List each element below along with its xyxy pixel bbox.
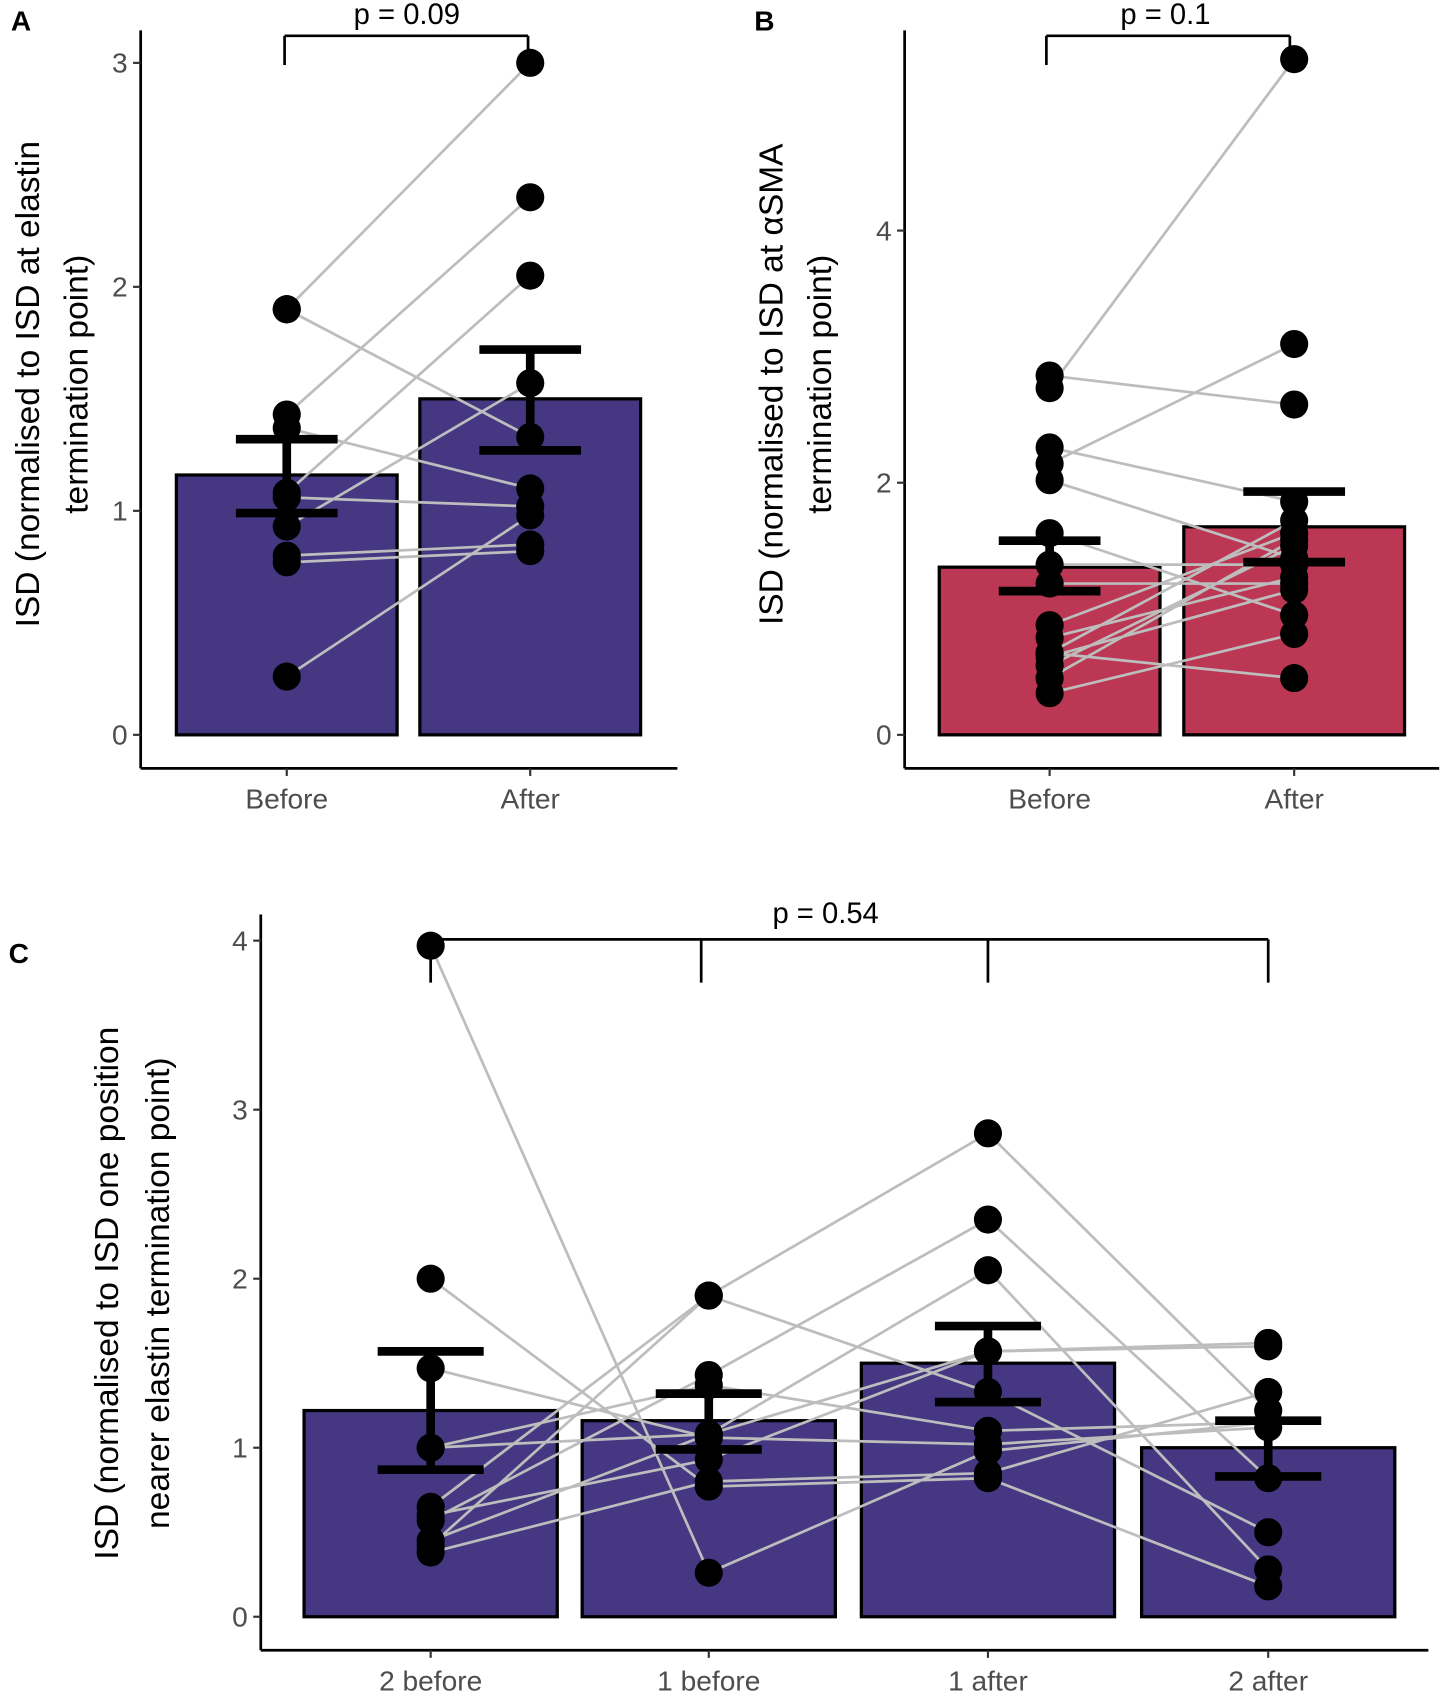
data-point: [516, 48, 545, 77]
subject-line-1: [285, 61, 532, 311]
y-tick-label: 3: [112, 48, 128, 79]
data-point: [973, 1205, 1003, 1234]
data-point: [1254, 1555, 1283, 1584]
data-point: [272, 295, 301, 324]
subject-line-5: [430, 1268, 1270, 1571]
data-point: [1280, 390, 1309, 419]
y-tick-label: 1: [232, 1432, 248, 1463]
subject-line-3: [1049, 342, 1295, 466]
p-value-label: p = 0.09: [354, 0, 460, 31]
panel-letter: B: [754, 5, 774, 36]
subject-line-10: [286, 514, 531, 678]
data-point: [1035, 466, 1064, 495]
data-point: [272, 548, 301, 577]
data-point: [416, 1264, 445, 1293]
x-tick-label: 1 before: [657, 1665, 760, 1696]
x-tick-label: After: [501, 783, 560, 814]
x-tick-label: Before: [1008, 783, 1091, 814]
subject-line-13: [1049, 651, 1295, 680]
data-point: [1254, 1328, 1283, 1357]
panel-letter: A: [11, 5, 31, 36]
y-tick-label: 2: [876, 467, 892, 498]
y-tick-label: 2: [112, 272, 128, 303]
subject-line-3: [285, 196, 532, 416]
data-point: [973, 1256, 1003, 1285]
x-tick-label: After: [1264, 783, 1323, 814]
data-point: [516, 183, 545, 212]
subject-line-2: [286, 308, 531, 439]
panel-b: B 0 2 4 Before After ISD (normalised to ISD at…: [753, 0, 1440, 814]
y-axis-label: termination point): [802, 255, 839, 514]
y-tick-label: 0: [112, 720, 128, 751]
subject-line-11: [1048, 519, 1295, 655]
data-point: [272, 512, 301, 541]
subject-line-2: [1049, 374, 1295, 406]
data-point: [1280, 575, 1309, 604]
panel-a: A 0 1 2 3 Before After ISD (normalised to ISD a…: [10, 0, 678, 814]
data-point: [694, 1558, 723, 1587]
y-tick-label: 0: [232, 1601, 248, 1632]
subject-line-2: [429, 1277, 1269, 1588]
data-point: [1035, 679, 1064, 708]
panel-letter: C: [9, 938, 29, 969]
subject-line-7: [286, 496, 531, 508]
x-tick-label: 1 after: [948, 1665, 1028, 1696]
subject-line-5: [286, 382, 531, 528]
subject-line-11: [430, 1341, 1269, 1542]
subject-line-9: [286, 549, 531, 564]
subject-line-8: [286, 543, 531, 557]
data-point: [1280, 45, 1309, 74]
y-axis-label: ISD (normalised to ISD at αSMA: [753, 143, 790, 625]
y-axis-label: termination point): [59, 255, 96, 514]
y-axis-label: ISD (normalised to ISD at elastin: [10, 141, 47, 627]
subject-line-10: [430, 1390, 1269, 1554]
data-point: [516, 261, 545, 290]
y-axis-label: ISD (normalised to ISD one position: [89, 1027, 126, 1560]
subject-line-5: [1049, 478, 1295, 560]
y-tick-label: 1: [112, 496, 128, 527]
y-tick-label: 2: [232, 1263, 248, 1294]
data-point: [1280, 619, 1309, 649]
y-tick-label: 3: [232, 1094, 248, 1125]
bar-2: [418, 397, 643, 737]
data-point: [694, 1467, 723, 1496]
x-tick-label: 2 after: [1228, 1665, 1308, 1696]
subject-line-9: [429, 1131, 1270, 1547]
data-point: [1254, 1518, 1283, 1547]
data-point: [973, 1459, 1003, 1488]
y-tick-label: 4: [876, 215, 892, 246]
subject-line-4: [430, 1383, 1269, 1450]
data-point: [973, 1119, 1003, 1148]
subject-line-16: [1049, 632, 1295, 695]
x-tick-label: Before: [245, 783, 328, 814]
x-tick-label: 2 before: [379, 1665, 482, 1696]
data-point: [516, 501, 545, 530]
subject-line-4: [285, 274, 532, 494]
y-axis-label: nearer elastin termination point): [140, 1057, 177, 1529]
data-point: [1035, 361, 1064, 390]
data-point: [973, 1416, 1003, 1445]
data-point: [416, 1526, 445, 1555]
data-point: [1035, 433, 1064, 462]
data-point: [516, 537, 545, 566]
p-value-label: p = 0.54: [772, 898, 878, 930]
subject-line-9: [1049, 531, 1295, 627]
data-point: [694, 1360, 723, 1390]
p-value-label: p = 0.1: [1120, 0, 1210, 31]
panel-c: C 0 1 2 3 4 2 before 1 before 1 after 2 after ISD …: [9, 898, 1429, 1696]
y-tick-label: 0: [876, 720, 892, 751]
data-point: [1254, 1377, 1283, 1407]
subject-line-1: [1048, 58, 1296, 389]
data-point: [272, 662, 301, 691]
subject-line-6: [429, 1294, 1269, 1534]
subject-line-8: [430, 1217, 1270, 1522]
data-point: [1280, 664, 1309, 693]
data-point: [1280, 329, 1309, 359]
data-point: [416, 1506, 445, 1535]
data-point: [694, 1281, 723, 1310]
y-tick-label: 4: [232, 925, 248, 956]
